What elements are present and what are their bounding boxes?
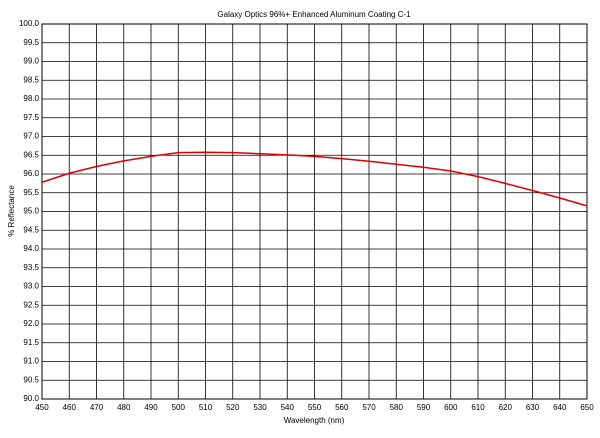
x-tick-label: 610 xyxy=(471,403,485,412)
chart-title: Galaxy Optics 96%+ Enhanced Aluminum Coa… xyxy=(217,10,411,19)
x-tick-label: 450 xyxy=(35,403,49,412)
x-tick-label: 520 xyxy=(226,403,240,412)
plot-frame xyxy=(41,23,588,400)
x-tick-label: 470 xyxy=(90,403,104,412)
x-tick-label: 600 xyxy=(444,403,458,412)
x-axis-label: Wavelength (nm) xyxy=(284,416,345,425)
y-tick-label: 95.5 xyxy=(23,188,39,197)
x-tick-label: 540 xyxy=(281,403,295,412)
y-tick-label: 99.5 xyxy=(23,38,39,47)
y-tick-label: 99.0 xyxy=(23,57,39,66)
x-tick-label: 500 xyxy=(172,403,186,412)
y-tick-label: 95.0 xyxy=(23,207,39,216)
x-tick-label: 640 xyxy=(553,403,567,412)
y-tick-label: 98.0 xyxy=(23,94,39,103)
y-tick-label: 98.5 xyxy=(23,75,39,84)
y-tick-label: 91.0 xyxy=(23,357,39,366)
y-tick-label: 93.0 xyxy=(23,282,39,291)
y-tick-label: 93.5 xyxy=(23,263,39,272)
y-tick-label: 94.5 xyxy=(23,225,39,234)
y-tick-label: 96.5 xyxy=(23,150,39,159)
y-tick-label: 96.0 xyxy=(23,169,39,178)
y-tick-label: 92.0 xyxy=(23,319,39,328)
y-tick-label: 90.0 xyxy=(23,394,39,403)
y-tick-label: 100.0 xyxy=(19,19,40,28)
y-tick-label: 92.5 xyxy=(23,300,39,309)
x-tick-label: 590 xyxy=(417,403,431,412)
x-tick-label: 620 xyxy=(499,403,513,412)
x-tick-label: 490 xyxy=(144,403,158,412)
y-tick-label: 97.5 xyxy=(23,113,39,122)
x-tick-label: 570 xyxy=(362,403,376,412)
x-tick-label: 480 xyxy=(117,403,131,412)
y-axis-label: % Reflectance xyxy=(7,185,16,237)
data-line xyxy=(41,151,588,207)
y-tick-label: 91.5 xyxy=(23,338,39,347)
x-tick-label: 460 xyxy=(63,403,77,412)
x-tick-label: 510 xyxy=(199,403,213,412)
y-tick-label: 94.0 xyxy=(23,244,39,253)
y-tick-label: 97.0 xyxy=(23,132,39,141)
x-tick-label: 580 xyxy=(390,403,404,412)
x-tick-label: 550 xyxy=(308,403,322,412)
x-tick-label: 560 xyxy=(335,403,349,412)
x-tick-label: 530 xyxy=(253,403,267,412)
x-tick-label: 630 xyxy=(526,403,540,412)
x-tick-label: 650 xyxy=(580,403,594,412)
y-tick-label: 90.5 xyxy=(23,375,39,384)
